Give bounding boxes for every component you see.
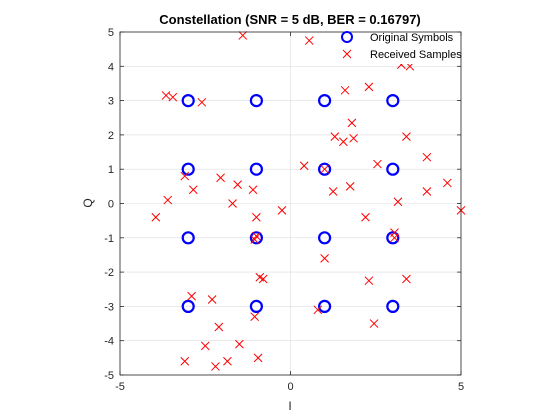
y-tick-label: 3: [108, 96, 114, 108]
x-tick-label: -5: [115, 381, 125, 393]
y-tick-label: 4: [108, 61, 114, 73]
y-tick-label: -5: [104, 370, 114, 382]
y-axis-label: Q: [81, 198, 95, 207]
y-tick-label: -2: [104, 267, 114, 279]
legend-entry-received: Received Samples: [370, 49, 462, 61]
y-tick-label: 0: [108, 199, 114, 211]
legend: Original Symbols Received Samples: [326, 32, 462, 64]
y-tick-label: 2: [108, 130, 114, 142]
y-tick-label: -1: [104, 233, 114, 245]
x-axis-label: I: [288, 399, 291, 413]
chart-title: Constellation (SNR = 5 dB, BER = 0.16797…: [159, 12, 421, 27]
y-tick-label: -4: [104, 336, 114, 348]
x-tick-label: 5: [458, 381, 464, 393]
y-tick-label: -3: [104, 301, 114, 313]
y-tick-label: 1: [108, 164, 114, 176]
x-tick-label: 0: [287, 381, 293, 393]
y-tick-label: 5: [108, 27, 114, 39]
legend-entry-original: Original Symbols: [370, 32, 454, 44]
